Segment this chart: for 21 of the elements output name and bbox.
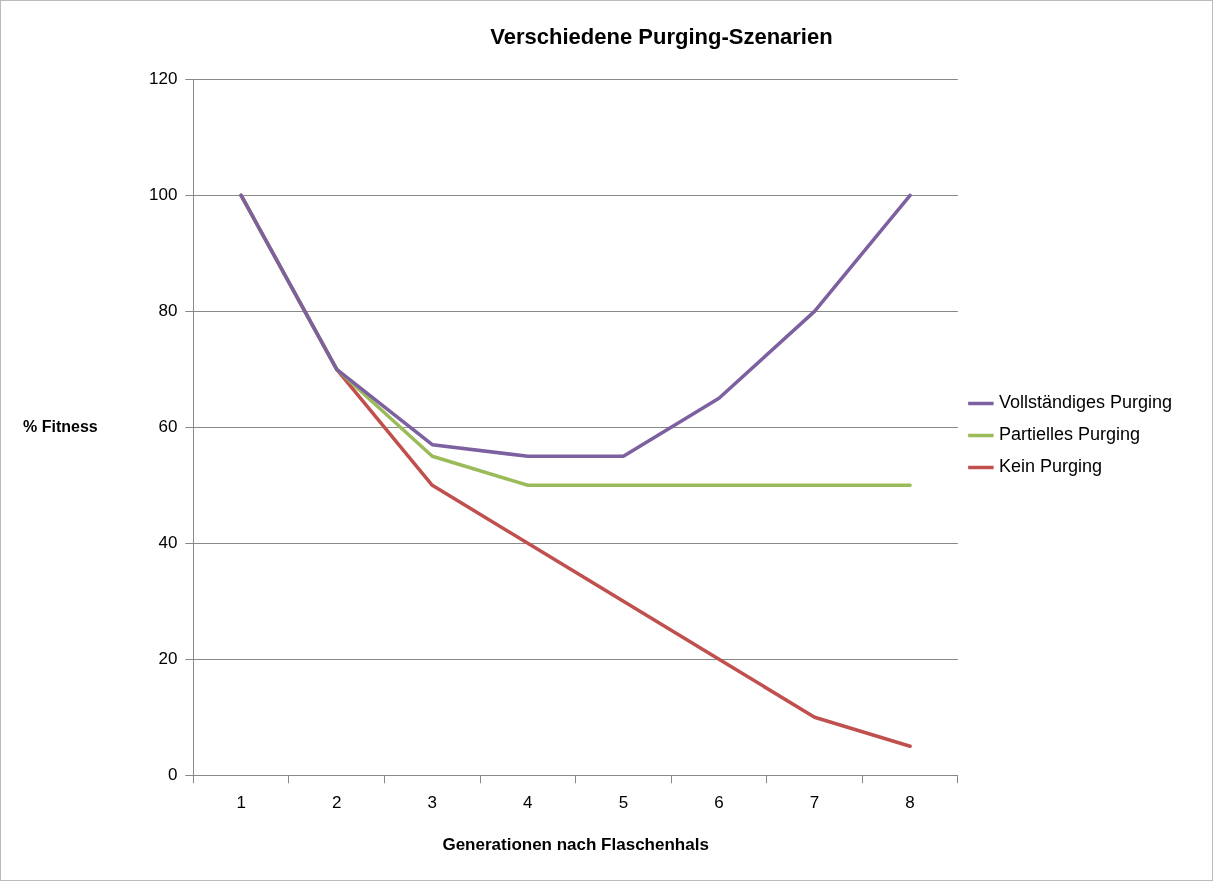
x-tick-label: 5 (618, 793, 629, 813)
y-axis-title: % Fitness (23, 417, 98, 435)
y-tick-label: 60 (158, 416, 178, 436)
y-tick-label: 40 (158, 532, 178, 552)
x-tick-label: 6 (714, 793, 724, 813)
legend-label: Partielles Purging (998, 424, 1140, 445)
y-tick-label: 120 (148, 69, 178, 89)
y-tick-label: 20 (158, 648, 178, 668)
y-tick-label: 80 (158, 301, 178, 321)
x-axis-title: Generationen nach Flaschenhals (442, 835, 709, 855)
x-tick-label: 1 (236, 793, 246, 813)
y-tick-label: 0 (167, 764, 178, 784)
y-tick-label: 100 (148, 185, 178, 205)
chart-title: Verschiedene Purging-Szenarien (490, 24, 833, 50)
x-tick-label: 7 (809, 793, 820, 813)
x-tick-label: 3 (427, 793, 438, 813)
x-tick-label: 2 (331, 793, 342, 813)
x-tick-label: 4 (523, 793, 533, 813)
legend-label: Kein Purging (998, 456, 1102, 477)
x-tick-label: 8 (905, 793, 915, 813)
legend-label: Vollständiges Purging (998, 392, 1173, 413)
